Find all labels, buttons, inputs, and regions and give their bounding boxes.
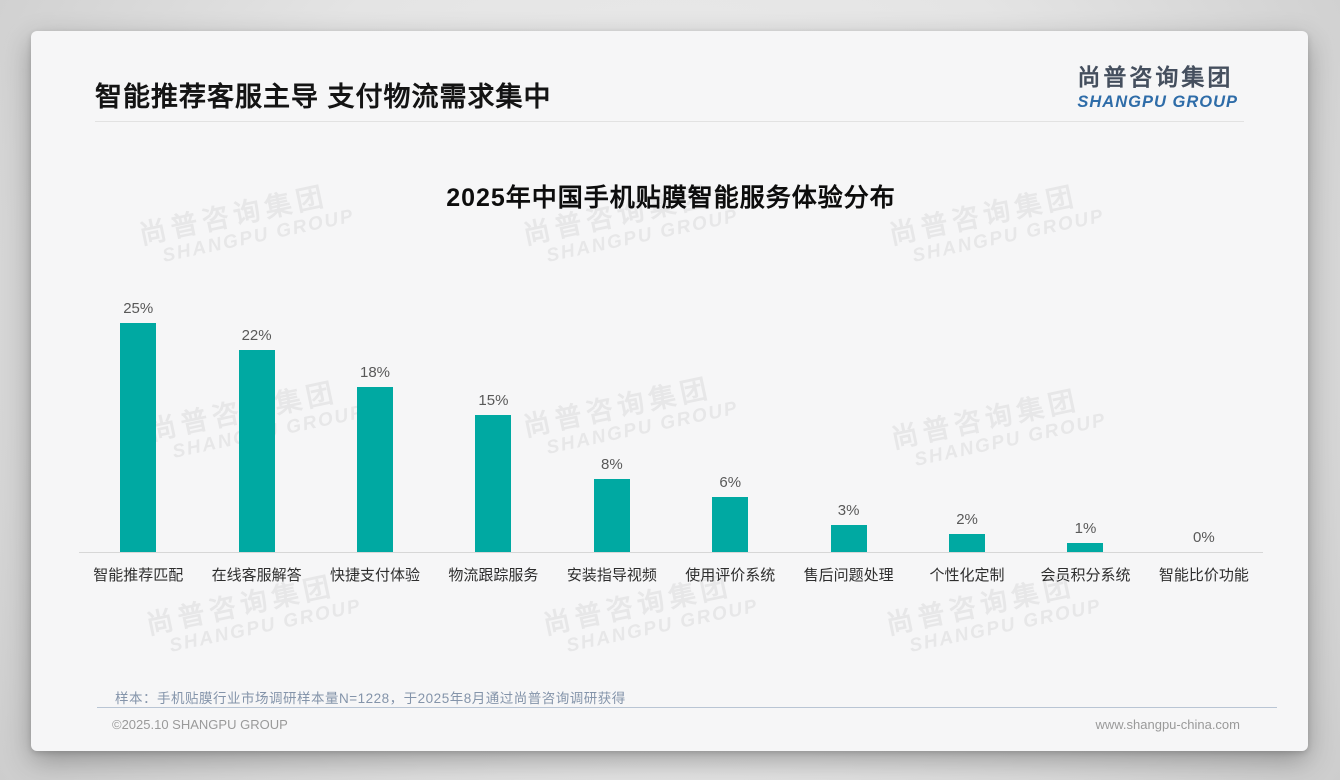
website-url: www.shangpu-china.com — [1095, 717, 1240, 732]
bar-value-label: 0% — [1193, 529, 1215, 546]
category-label: 安装指导视频 — [566, 567, 657, 584]
bar — [949, 534, 986, 552]
bar — [120, 323, 157, 552]
bar — [238, 350, 275, 552]
bar-column: 0% — [1145, 292, 1263, 552]
bar-column: 6% — [671, 292, 789, 552]
header-divider — [95, 121, 1244, 122]
bar-value-label: 6% — [719, 474, 742, 491]
bar-chart: 2025年中国手机贴膜智能服务体验分布 25% 22% 18% 15% 8% 6% 3% 2%… — [79, 31, 1263, 651]
bar-value-label: 15% — [478, 392, 509, 409]
bar-column: 18% — [316, 292, 434, 552]
logo-en-text: SHANGPU GROUP — [1077, 93, 1238, 111]
bar-value-label: 1% — [1074, 520, 1097, 537]
bar-value-label: 2% — [956, 511, 978, 528]
bar — [357, 387, 394, 552]
category-label: 个性化定制 — [929, 567, 1005, 584]
bar-value-label: 22% — [241, 327, 272, 344]
copyright-text: ©2025.10 SHANGPU GROUP — [112, 717, 288, 732]
category-label: 在线客服解答 — [211, 567, 302, 584]
bar-column: 8% — [553, 292, 671, 552]
bar-value-label: 18% — [360, 364, 391, 381]
bar-value-label: 25% — [123, 300, 154, 317]
x-axis-line — [79, 552, 1263, 553]
chart-title: 2025年中国手机贴膜智能服务体验分布 — [446, 184, 896, 212]
sample-note: 样本：手机贴膜行业市场调研样本量N=1228，于2025年8月通过尚普咨询调研获… — [115, 691, 626, 706]
bar — [475, 415, 512, 552]
category-label: 智能比价功能 — [1158, 567, 1249, 584]
bar-value-label: 8% — [600, 456, 623, 473]
report-card: 尚普咨询集团 SHANGPU GROUP 尚普咨询集团 SHANGPU GROUP 尚普… — [31, 31, 1308, 751]
bar-value-label: 3% — [837, 502, 860, 519]
bar — [830, 525, 867, 552]
chart-plot-area: 25% 22% 18% 15% 8% 6% 3% 2% 1% 0% — [79, 292, 1263, 552]
logo-cn-text: 尚普咨询集团 — [1077, 64, 1234, 90]
bar-column: 2% — [908, 292, 1026, 552]
bar-column: 3% — [789, 292, 907, 552]
company-logo: 尚普咨询集团 SHANGPU GROUP — [1077, 58, 1238, 112]
bar-column: 22% — [197, 292, 315, 552]
category-label: 使用评价系统 — [685, 567, 776, 584]
x-axis-labels: 智能推荐匹配 在线客服解答 快捷支付体验 物流跟踪服务 安装指导视频 使用评价系统 售后问题… — [79, 564, 1263, 585]
page-title: 智能推荐客服主导 支付物流需求集中 — [95, 82, 552, 112]
bar — [712, 497, 749, 552]
category-label: 售后问题处理 — [803, 567, 894, 584]
category-label: 物流跟踪服务 — [448, 567, 539, 584]
bar-column: 15% — [434, 292, 552, 552]
bar-column: 25% — [79, 292, 197, 552]
category-label: 快捷支付体验 — [330, 567, 421, 584]
category-label: 会员积分系统 — [1040, 567, 1131, 584]
bar — [593, 479, 630, 552]
bar — [1067, 543, 1104, 552]
category-label: 智能推荐匹配 — [93, 567, 184, 584]
bar-column: 1% — [1026, 292, 1144, 552]
footer-divider — [97, 707, 1277, 708]
